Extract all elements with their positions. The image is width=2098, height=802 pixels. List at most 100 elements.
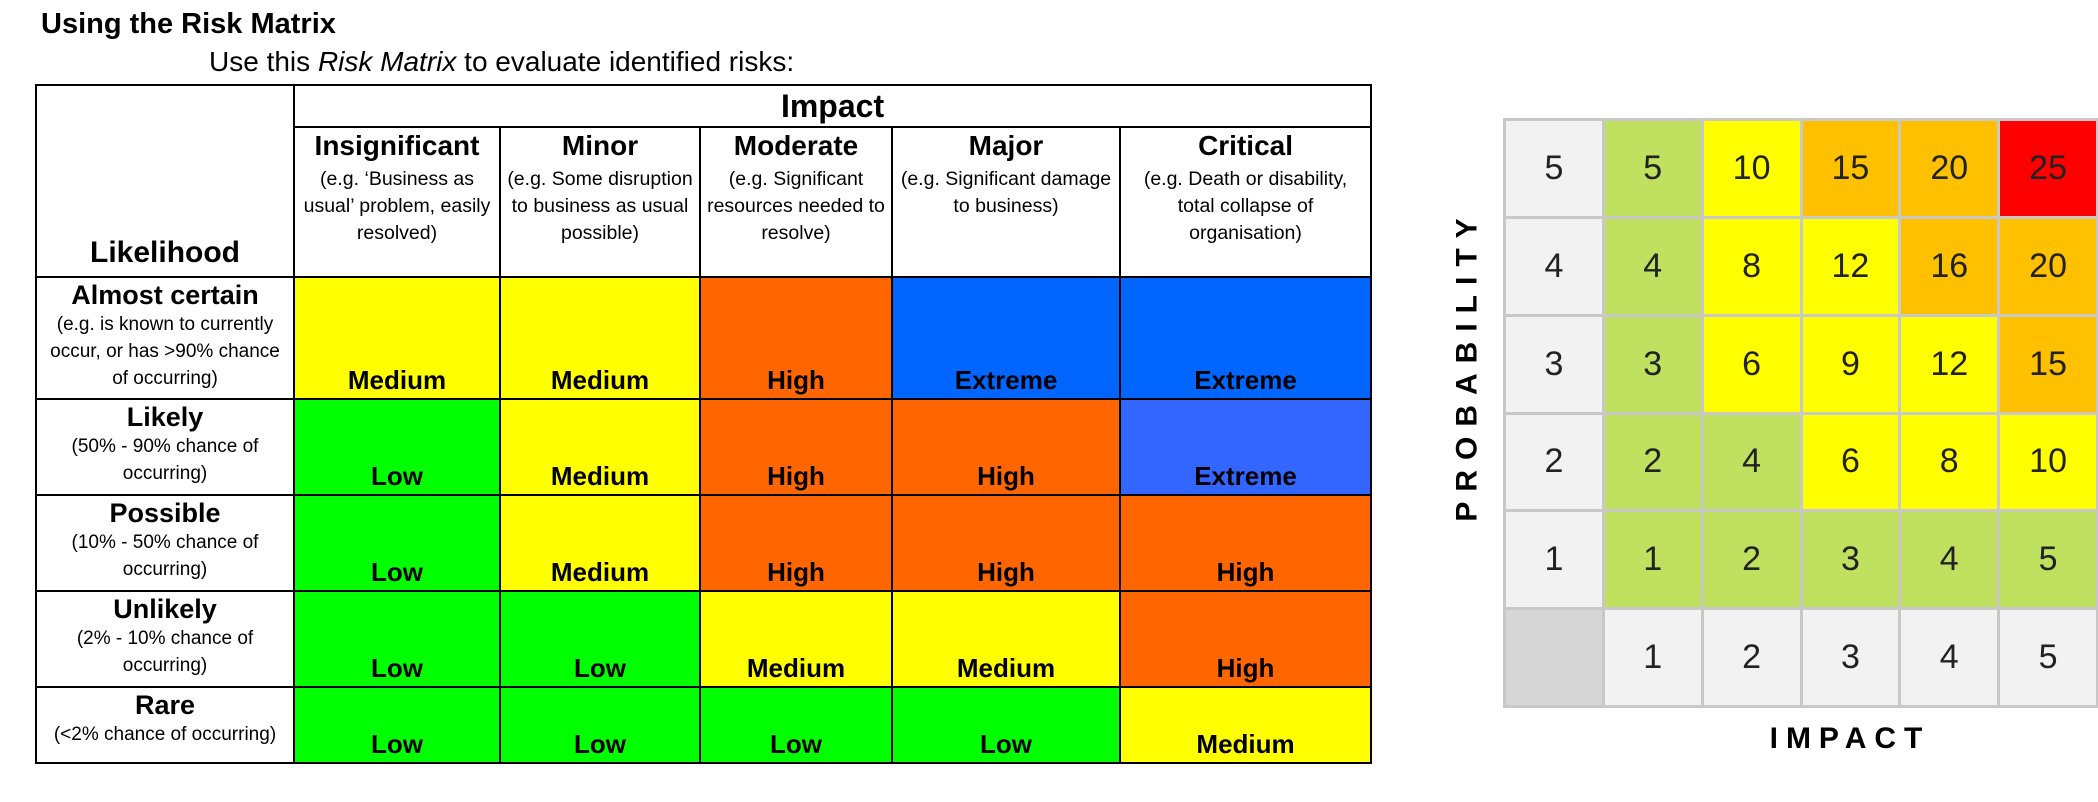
risk-score-cell: 6 bbox=[1703, 316, 1800, 412]
impact-column-description: (e.g. ‘Business as usual’ problem, easil… bbox=[303, 168, 491, 244]
impact-level-cell: 2 bbox=[1703, 610, 1800, 705]
matrix-row: Rare (<2% chance of occurring) Low Low Low Lo… bbox=[35, 686, 1373, 764]
probability-level-cell: 2 bbox=[1506, 414, 1602, 510]
impact-header: Impact bbox=[292, 84, 1373, 128]
likelihood-row-header: Unlikely (2% - 10% chance of occurring) bbox=[35, 590, 295, 688]
impact-column-header: Minor (e.g. Some disruption to business a… bbox=[499, 126, 701, 278]
risk-rating-cell: Low bbox=[499, 686, 701, 764]
page-subtitle: Use this Risk Matrix to evaluate identif… bbox=[209, 46, 794, 78]
risk-rating-cell: Medium bbox=[499, 398, 701, 496]
matrix-row: Almost certain (e.g. is known to currentl… bbox=[35, 276, 1373, 400]
likelihood-row-description: (e.g. is known to currently occur, or ha… bbox=[50, 314, 280, 389]
risk-rating-cell: Low bbox=[699, 686, 893, 764]
impact-column-description: (e.g. Death or disability, total collaps… bbox=[1143, 168, 1348, 244]
risk-score-cell: 10 bbox=[1703, 121, 1800, 216]
impact-column-title: Moderate bbox=[733, 130, 859, 161]
risk-rating-cell: Extreme bbox=[891, 276, 1121, 400]
likelihood-row-header: Rare (<2% chance of occurring) bbox=[35, 686, 295, 764]
impact-column-description: (e.g. Significant damage to business) bbox=[900, 168, 1112, 217]
risk-score-cell: 12 bbox=[1802, 218, 1899, 314]
risk-score-cell: 5 bbox=[2000, 512, 2096, 608]
risk-score-cell: 2 bbox=[1703, 512, 1800, 608]
matrix-row: Possible (10% - 50% chance of occurring) L… bbox=[35, 494, 1373, 592]
likelihood-row-title: Unlikely bbox=[113, 594, 217, 624]
matrix-row: Likely (50% - 90% chance of occurring) Low… bbox=[35, 398, 1373, 496]
risk-score-cell: 6 bbox=[1802, 414, 1899, 510]
risk-rating-cell: High bbox=[891, 398, 1121, 496]
risk-rating-cell: Extreme bbox=[1118, 398, 1373, 496]
impact-column-title: Major bbox=[968, 130, 1044, 161]
probability-level-cell: 4 bbox=[1506, 218, 1602, 314]
likelihood-row-header: Almost certain (e.g. is known to currentl… bbox=[35, 276, 295, 400]
risk-rating-cell: Low bbox=[293, 686, 501, 764]
risk-rating-cell: Low bbox=[293, 494, 501, 592]
impact-column-header: Moderate (e.g. Significant resources need… bbox=[699, 126, 893, 278]
likelihood-row-header: Likely (50% - 90% chance of occurring) bbox=[35, 398, 295, 496]
likelihood-row-description: (50% - 90% chance of occurring) bbox=[71, 436, 259, 484]
probability-level-cell: 5 bbox=[1506, 121, 1602, 216]
risk-rating-cell: High bbox=[699, 494, 893, 592]
risk-rating-cell: High bbox=[699, 398, 893, 496]
impact-column-header: Major (e.g. Significant damage to busines… bbox=[891, 126, 1121, 278]
impact-column-title: Critical bbox=[1198, 130, 1293, 161]
risk-score-cell: 20 bbox=[1901, 121, 1998, 216]
risk-rating-cell: Medium bbox=[293, 276, 501, 400]
likelihood-row-title: Rare bbox=[134, 690, 196, 720]
risk-score-cell: 3 bbox=[1604, 316, 1701, 412]
grid-corner-cell bbox=[1506, 610, 1602, 705]
subtitle-prefix: Use this bbox=[209, 46, 318, 77]
risk-score-cell: 10 bbox=[2000, 414, 2096, 510]
impact-column-header: Critical (e.g. Death or disability, total… bbox=[1118, 126, 1373, 278]
risk-score-cell: 15 bbox=[2000, 316, 2096, 412]
risk-score-cell: 3 bbox=[1802, 512, 1899, 608]
subtitle-emphasis: Risk Matrix bbox=[317, 46, 457, 77]
risk-rating-cell: Low bbox=[499, 590, 701, 688]
risk-rating-cell: Medium bbox=[699, 590, 893, 688]
risk-score-cell: 12 bbox=[1901, 316, 1998, 412]
risk-rating-cell: Low bbox=[891, 686, 1121, 764]
risk-rating-cell: Low bbox=[293, 590, 501, 688]
subtitle-suffix: to evaluate identified risks: bbox=[456, 46, 795, 77]
risk-rating-cell: Medium bbox=[499, 494, 701, 592]
impact-column-title: Insignificant bbox=[314, 130, 480, 161]
impact-column-title: Minor bbox=[561, 130, 639, 161]
probability-label-text: PROBABILITY bbox=[1451, 208, 1484, 522]
risk-score-cell: 25 bbox=[2000, 121, 2096, 216]
risk-rating-cell: Low bbox=[293, 398, 501, 496]
impact-column-description: (e.g. Significant resources needed to re… bbox=[707, 168, 885, 244]
risk-score-cell: 9 bbox=[1802, 316, 1899, 412]
risk-rating-cell: Medium bbox=[1118, 686, 1373, 764]
likelihood-row-title: Possible bbox=[109, 498, 221, 528]
risk-matrix-table: Likelihood Impact Insignificant (e.g. ‘Bu… bbox=[35, 84, 1373, 764]
risk-score-cell: 20 bbox=[2000, 218, 2096, 314]
risk-score-cell: 16 bbox=[1901, 218, 1998, 314]
risk-rating-cell: Medium bbox=[499, 276, 701, 400]
risk-score-cell: 4 bbox=[1604, 218, 1701, 314]
risk-rating-cell: High bbox=[1118, 494, 1373, 592]
impact-level-cell: 1 bbox=[1604, 610, 1701, 705]
likelihood-row-description: (2% - 10% chance of occurring) bbox=[76, 628, 254, 676]
impact-level-cell: 5 bbox=[2000, 610, 2096, 705]
risk-rating-cell: Medium bbox=[891, 590, 1121, 688]
risk-score-cell: 8 bbox=[1703, 218, 1800, 314]
matrix-row: Unlikely (2% - 10% chance of occurring) Lo… bbox=[35, 590, 1373, 688]
likelihood-row-description: (10% - 50% chance of occurring) bbox=[71, 532, 259, 580]
impact-level-cell: 3 bbox=[1802, 610, 1899, 705]
impact-axis-label: IMPACT bbox=[1769, 722, 1931, 755]
likelihood-header: Likelihood bbox=[35, 84, 295, 278]
risk-rating-cell: High bbox=[699, 276, 893, 400]
likelihood-row-header: Possible (10% - 50% chance of occurring) bbox=[35, 494, 295, 592]
probability-axis-label: PROBABILITY bbox=[1448, 208, 1488, 521]
probability-level-cell: 3 bbox=[1506, 316, 1602, 412]
likelihood-row-description: (<2% chance of occurring) bbox=[53, 724, 277, 745]
risk-rating-cell: High bbox=[1118, 590, 1373, 688]
risk-score-cell: 5 bbox=[1604, 121, 1701, 216]
risk-score-cell: 2 bbox=[1604, 414, 1701, 510]
risk-rating-cell: High bbox=[891, 494, 1121, 592]
risk-score-cell: 1 bbox=[1604, 512, 1701, 608]
impact-level-cell: 4 bbox=[1901, 610, 1998, 705]
score-grid: 5 5 10 15 20 25 4 4 8 12 16 20 3 3 6 9 12 15 2 2 4 6 8 10 1 1 2 3 4 5… bbox=[1503, 118, 2098, 708]
risk-score-cell: 4 bbox=[1901, 512, 1998, 608]
risk-score-cell: 15 bbox=[1802, 121, 1899, 216]
likelihood-row-title: Likely bbox=[126, 402, 204, 432]
